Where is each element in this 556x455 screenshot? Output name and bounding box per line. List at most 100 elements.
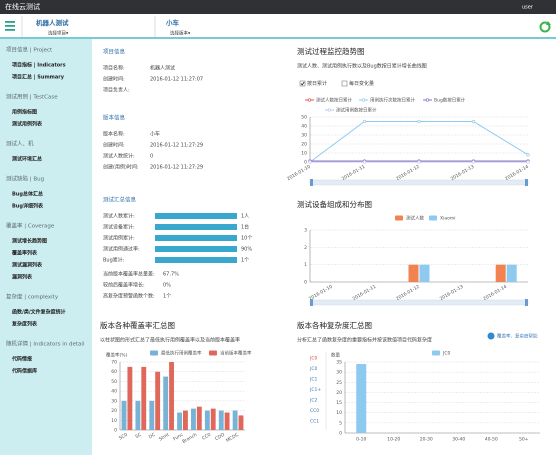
metric-link[interactable]: JC1	[309, 377, 317, 383]
info-label: 项目名称:	[103, 65, 125, 72]
bar	[163, 376, 169, 430]
checkbox-label[interactable]: 每日变化量	[349, 80, 374, 87]
info-label: 创建时间:	[103, 76, 125, 83]
metric-link[interactable]: CC1	[310, 419, 319, 425]
help-link[interactable]: 覆盖率、复杂度帮助	[497, 333, 538, 340]
menu-icon[interactable]	[5, 21, 15, 31]
summary-value: 1个	[163, 294, 171, 300]
y-tick-label: 50	[111, 379, 117, 385]
checkbox[interactable]	[341, 80, 348, 87]
app-title: 在线云测试	[5, 2, 40, 11]
legend-label[interactable]: 最低执行用例覆盖率	[161, 350, 202, 357]
menu-item[interactable]: 代码借据库	[11, 368, 37, 375]
menu-item[interactable]: 用例指标图	[11, 109, 37, 116]
legend-label[interactable]: JC0	[442, 351, 450, 357]
version-name[interactable]: 小车	[165, 18, 180, 27]
bar	[155, 371, 161, 430]
chart-title: 测试设备组成和分布图	[297, 199, 372, 209]
y-tick-label: 35	[336, 360, 342, 366]
bar	[232, 410, 238, 430]
x-tick-label: 2016-01-12	[395, 164, 421, 182]
x-tick-label: 10-20	[387, 437, 400, 443]
bar	[210, 408, 216, 430]
project-bar	[0, 14, 556, 38]
menu-item[interactable]: 代码情报	[11, 356, 32, 363]
x-tick-label: 2016-01-11	[341, 164, 367, 182]
line-point	[308, 160, 312, 164]
x-tick-label: 30-40	[452, 437, 465, 443]
x-tick-label: 50+	[519, 437, 529, 443]
legend-label[interactable]: Xiaomi	[440, 216, 455, 222]
refresh-icon[interactable]	[539, 21, 552, 33]
x-tick-label: CC0	[201, 432, 212, 442]
y-tick-label: 5	[339, 420, 342, 426]
zoom-bar[interactable]	[309, 179, 529, 186]
legend-label[interactable]: 测试用例数按日累计	[336, 107, 377, 114]
metric-link[interactable]: JC0	[309, 366, 317, 372]
menu-item[interactable]: 漏洞列表	[12, 274, 33, 281]
menu-section: 随机详情 | Indicators in detail	[6, 340, 85, 348]
menu-item[interactable]: 复杂度列表	[11, 321, 38, 328]
metric-link[interactable]: JC1+	[309, 387, 321, 393]
menu-item[interactable]: 项目指标 | Indicators	[12, 62, 66, 69]
menu-item[interactable]: 覆盖率列表	[11, 250, 38, 257]
zoom-handle[interactable]	[525, 299, 528, 306]
x-tick-label: Func	[172, 432, 185, 443]
menu-item[interactable]: 测试漏洞列表	[12, 262, 43, 269]
y-tick-label: 40	[111, 389, 117, 395]
bar	[121, 400, 127, 430]
help-icon[interactable]	[487, 332, 495, 340]
version-select[interactable]: 选择版本▾	[170, 30, 191, 37]
checkbox-label[interactable]: 按日累计	[307, 80, 327, 87]
checkbox[interactable]	[299, 80, 306, 87]
zoom-handle[interactable]	[310, 299, 313, 306]
x-tick-label: 40-50	[485, 437, 498, 443]
info-label: 测试人数统计:	[103, 153, 135, 160]
legend-label[interactable]: Bug数按日累计	[434, 97, 466, 104]
section-title: 测试汇总信息	[103, 196, 137, 204]
zoom-handle[interactable]	[525, 179, 528, 186]
bar	[238, 415, 244, 430]
bar	[191, 408, 196, 430]
menu-item[interactable]: 项目汇总 | Summary	[12, 74, 65, 81]
project-select[interactable]: 选择项目▾	[48, 30, 69, 37]
metric-link[interactable]: CC0	[310, 408, 319, 414]
zoom-handle[interactable]	[310, 179, 313, 186]
legend-label[interactable]: 当前版本覆盖率	[220, 350, 252, 357]
legend-label[interactable]: 用例执行次数按日累计	[370, 97, 415, 104]
bar	[204, 410, 210, 430]
summary-label: Bug累计:	[103, 257, 125, 264]
menu-item[interactable]: 测试环境汇总	[12, 156, 42, 163]
sidebar	[0, 39, 92, 455]
project-name[interactable]: 机器人测试	[36, 18, 69, 27]
summary-label: 测试人数累计:	[103, 213, 135, 220]
y-tick-label: 0	[304, 280, 307, 286]
menu-item[interactable]: 测试增长趋势图	[12, 238, 47, 245]
bar	[218, 410, 224, 430]
user-name[interactable]: user	[522, 5, 534, 11]
zoom-bar[interactable]	[309, 299, 529, 306]
summary-bar	[155, 235, 237, 241]
menu-item[interactable]: 测试用例列表	[12, 121, 43, 128]
menu-item[interactable]: 函数/类/文件复杂度统计	[12, 309, 66, 316]
menu-item[interactable]: Bug总体汇总	[12, 191, 43, 198]
legend-label[interactable]: 测试人数按日累计	[316, 97, 352, 104]
legend-label[interactable]: 测试人数	[406, 215, 424, 222]
metric-link[interactable]: JC0	[309, 356, 317, 362]
summary-value: 90%	[241, 247, 252, 253]
y-tick-label: 20	[301, 142, 307, 148]
summary-value: 1个	[241, 258, 249, 264]
bar	[196, 406, 202, 430]
chart-subtitle: 以柱状图的形式汇总了最低执行用例覆盖率以及当前版本覆盖率	[100, 337, 240, 344]
x-tick-label: MCDC	[225, 432, 240, 444]
metric-link[interactable]: JC2	[309, 398, 317, 404]
summary-bar	[155, 257, 237, 263]
info-label: 创建时间:	[103, 142, 125, 149]
bar	[506, 264, 517, 282]
menu-section: 测试缺陷 | Bug	[6, 175, 44, 183]
legend-swatch	[361, 98, 366, 102]
menu-section: 测试人、机	[6, 140, 34, 148]
menu-item[interactable]: Bug详细列表	[12, 203, 44, 210]
